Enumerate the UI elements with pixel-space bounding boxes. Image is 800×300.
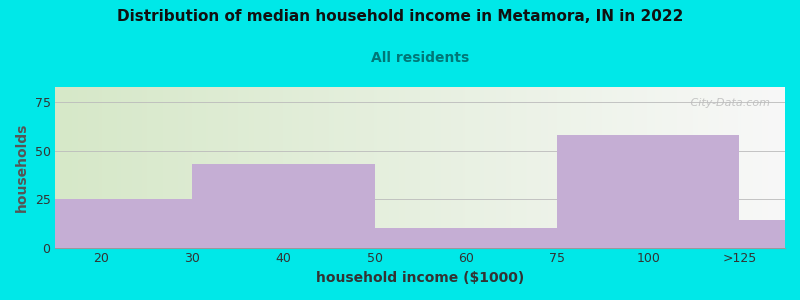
X-axis label: household income ($1000): household income ($1000) <box>316 271 524 285</box>
Text: Distribution of median household income in Metamora, IN in 2022: Distribution of median household income … <box>117 9 683 24</box>
Bar <box>55 199 192 248</box>
Y-axis label: households: households <box>15 123 29 212</box>
Bar <box>557 135 739 248</box>
Bar <box>739 220 785 248</box>
Text: City-Data.com: City-Data.com <box>681 98 770 108</box>
Title: All residents: All residents <box>371 51 470 65</box>
Bar <box>374 228 557 248</box>
Bar <box>192 164 374 248</box>
